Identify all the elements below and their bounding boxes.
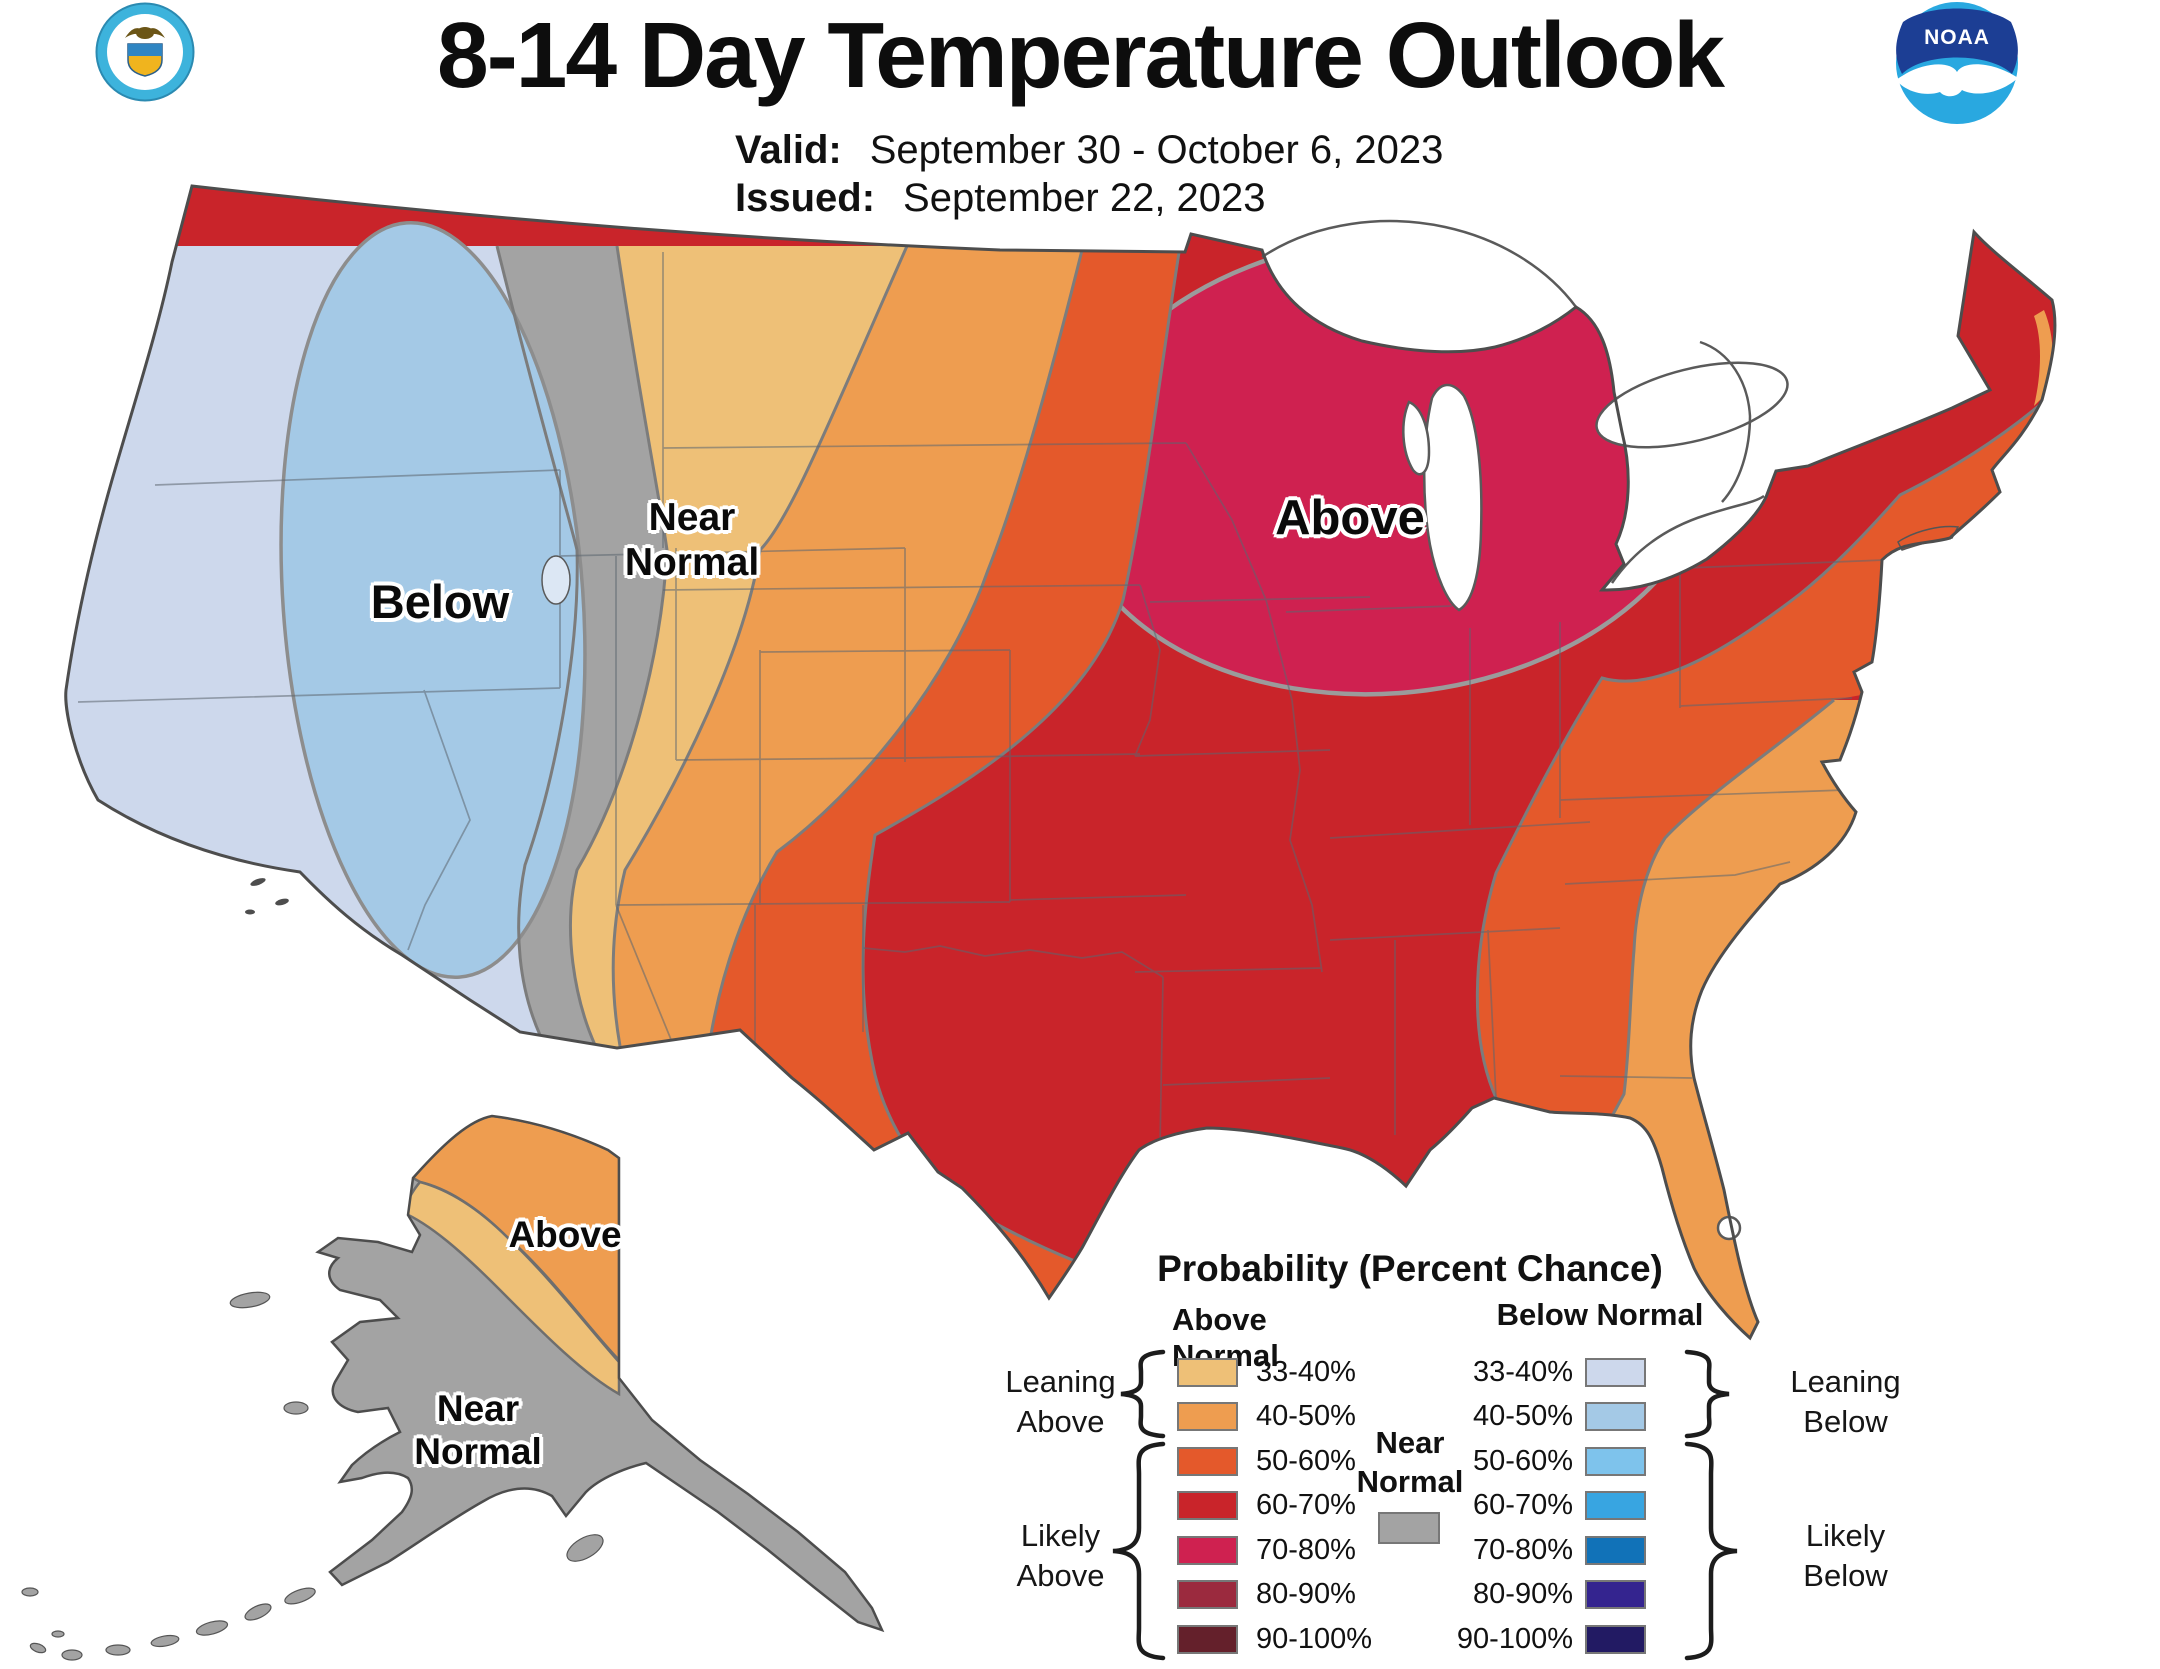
legend-near-normal-swatch [1378, 1512, 1440, 1544]
valid-label: Valid: [735, 128, 842, 172]
legend-above-swatch-70-80 [1177, 1536, 1238, 1565]
legend-above-label-90-100: 90-100% [1256, 1623, 1373, 1655]
lake-shoreline-hints [1261, 219, 1765, 584]
legend-group-likely-below: Likely Below [1803, 1518, 1888, 1594]
brace-likely-above [1112, 1441, 1166, 1661]
legend-above-swatch-40-50 [1177, 1402, 1238, 1431]
legend-below-label-40-50: 40-50% [1473, 1400, 1573, 1432]
map-label-alaska-near-normal: Near Normal [414, 1388, 542, 1472]
map-label-near-normal: Near Normal [624, 496, 760, 584]
legend-below-label-90-100: 90-100% [1456, 1623, 1573, 1655]
legend-above-label-70-80: 70-80% [1256, 1534, 1356, 1566]
legend-below-header: Below Normal [1496, 1297, 1704, 1332]
legend-below-label-70-80: 70-80% [1473, 1534, 1573, 1566]
brace-leaning-above [1120, 1349, 1166, 1439]
map-label-alaska-above: Above [508, 1214, 622, 1255]
legend-group-leaning-below: Leaning Below [1790, 1364, 1901, 1440]
region-below-40-50 [279, 221, 587, 979]
legend-below-swatch-90-100 [1585, 1625, 1646, 1654]
issued-label: Issued: [735, 176, 876, 220]
brace-likely-below [1684, 1441, 1738, 1661]
legend-below-label-33-40: 33-40% [1473, 1356, 1573, 1388]
valid-value: September 30 - October 6, 2023 [869, 128, 1444, 172]
issued-value: September 22, 2023 [903, 176, 1266, 220]
legend-above-label-33-40: 33-40% [1256, 1356, 1356, 1388]
legend-below-label-60-70: 60-70% [1473, 1489, 1573, 1521]
legend-above-label-40-50: 40-50% [1256, 1400, 1356, 1432]
alaska-band-fills [318, 1116, 882, 1630]
legend-group-likely-above: Likely Above [1016, 1518, 1105, 1594]
lower48-outline [64, 184, 2057, 1341]
legend-above-label-60-70: 60-70% [1256, 1489, 1356, 1521]
great-salt-lake [541, 555, 571, 605]
legend-above-label-50-60: 50-60% [1256, 1445, 1356, 1477]
legend-above-swatch-60-70 [1177, 1491, 1238, 1520]
green-bay [1402, 400, 1431, 476]
legend-near-normal-label: Near Normal [1356, 1425, 1464, 1499]
issued-row: Issued: September 22, 2023 [735, 176, 1266, 221]
great-lakes [541, 361, 1789, 1241]
page-title: 8-14 Day Temperature Outlook [436, 3, 1725, 107]
lake-huron-shore [1699, 340, 1752, 503]
legend-above-label-80-90: 80-90% [1256, 1578, 1356, 1610]
channel-islands [245, 878, 289, 915]
legend-below-swatch-80-90 [1585, 1580, 1646, 1609]
map-label-above: Above [1275, 491, 1425, 545]
lake-superior-north-shore [1261, 219, 1578, 308]
valid-row: Valid: September 30 - October 6, 2023 [735, 128, 1443, 173]
legend-below-label-50-60: 50-60% [1473, 1445, 1573, 1477]
noaa-logo: NOAA [1896, 2, 2018, 124]
commerce-seal [95, 2, 195, 102]
noaa-seagull-icon [1896, 64, 2018, 97]
legend-below-swatch-33-40 [1585, 1358, 1646, 1387]
legend-above-swatch-90-100 [1177, 1625, 1238, 1654]
legend-above-swatch-50-60 [1177, 1447, 1238, 1476]
brace-leaning-below [1684, 1349, 1730, 1439]
legend-below-label-80-90: 80-90% [1473, 1578, 1573, 1610]
map-label-below: Below [370, 575, 510, 628]
state-border-lines [77, 252, 1885, 1149]
legend-below-swatch-70-80 [1585, 1536, 1646, 1565]
legend-below-swatch-40-50 [1585, 1402, 1646, 1431]
alaska-outline [315, 1114, 885, 1633]
lake-ontario [1595, 361, 1789, 449]
legend-braces [1112, 1349, 1738, 1661]
lake-erie-north-shore [1610, 494, 1765, 584]
legend-title: Probability (Percent Chance) [1157, 1248, 1663, 1289]
legend-above-swatch-80-90 [1177, 1580, 1238, 1609]
legend-above-swatch-33-40 [1177, 1358, 1238, 1387]
lake-michigan [1422, 383, 1483, 612]
legend-below-swatch-60-70 [1585, 1491, 1646, 1520]
legend-group-leaning-above: Leaning Above [1005, 1364, 1116, 1440]
aleutian-islands [21, 1291, 604, 1661]
noaa-logo-text: NOAA [1924, 26, 1990, 49]
legend-below-swatch-50-60 [1585, 1447, 1646, 1476]
